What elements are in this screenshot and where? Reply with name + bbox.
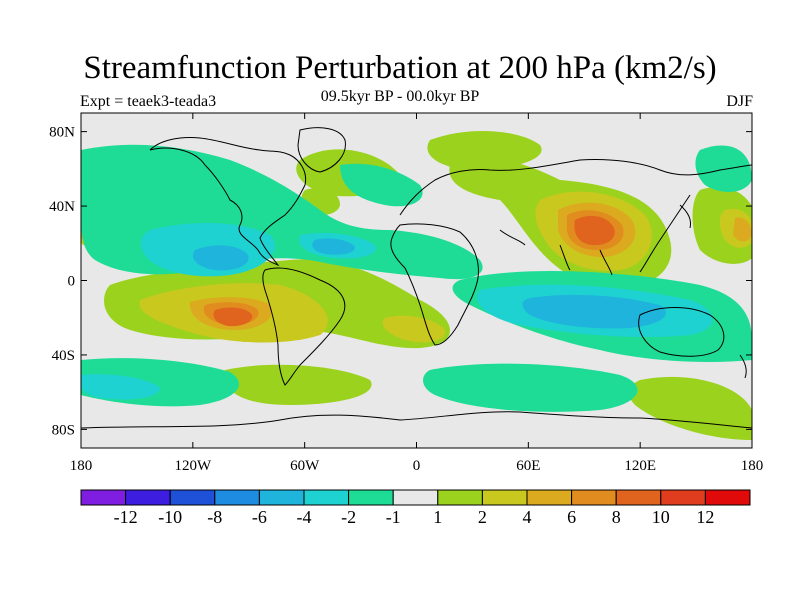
contour-band-negative-indian-blue <box>522 294 666 329</box>
colorbar-label: 4 <box>523 507 532 527</box>
coastline-europe-asia <box>399 159 752 276</box>
contour-band-negative-far-east <box>695 145 752 192</box>
colorbar-swatch <box>481 489 528 506</box>
colorbar-swatch <box>125 489 171 506</box>
colorbar-swatch <box>704 489 751 506</box>
period-label: 09.5kyr BP - 00.0kyr BP <box>320 88 480 105</box>
colorbar-swatch <box>169 489 216 506</box>
colorbar-swatch <box>437 489 483 506</box>
colorbar-label: -6 <box>252 507 267 527</box>
colorbar: -12 -10 -8 -6 -4 -2 -1 1 2 4 6 8 10 12 <box>80 489 751 527</box>
colorbar-label: -12 <box>114 507 138 527</box>
coastline-north-america <box>149 137 307 267</box>
coastline-japan <box>679 204 691 229</box>
coastline-greenland <box>297 127 346 173</box>
colorbar-label: 1 <box>433 507 442 527</box>
contour-band-negative-atlantic-blue <box>312 238 355 255</box>
y-tick-label: 40S <box>52 348 75 364</box>
contour-band-south-asia-red <box>574 215 615 246</box>
coastlines <box>81 127 752 429</box>
coastline-australia <box>638 307 725 357</box>
contour-band-east-pacific-orange <box>733 217 752 242</box>
colorbar-swatch <box>80 489 127 506</box>
x-tick-label: 60E <box>516 458 540 474</box>
colorbar-label: -1 <box>386 507 401 527</box>
contour-band-negative-atlantic <box>340 163 423 207</box>
colorbar-swatch <box>214 489 260 506</box>
colorbar-swatch <box>392 489 439 506</box>
contour-fields <box>81 130 752 440</box>
contour-band-sh-green-south <box>224 364 372 405</box>
y-tick-label: 80S <box>52 422 75 438</box>
colorbar-label: -4 <box>297 507 312 527</box>
y-tick-label: 0 <box>68 274 76 290</box>
contour-band-arctic-green <box>427 130 542 170</box>
coastline-africa <box>390 223 479 346</box>
season-label: DJF <box>726 93 753 110</box>
colorbar-swatch <box>571 489 617 506</box>
coastline-antarctica <box>81 411 752 429</box>
contour-band-negative-sh-cyan <box>81 374 160 400</box>
x-tick-label: 180 <box>741 458 764 474</box>
colorbar-swatch <box>258 489 305 506</box>
colorbar-label: -2 <box>341 507 356 527</box>
colorbar-swatch <box>660 489 706 506</box>
colorbar-swatch <box>303 489 350 506</box>
coastline-south-america <box>262 267 346 386</box>
colorbar-label: 2 <box>478 507 487 527</box>
colorbar-label: -10 <box>158 507 182 527</box>
colorbar-swatch <box>526 489 573 506</box>
contour-band-sw-indian <box>628 376 752 440</box>
x-tick-label: 0 <box>413 458 421 474</box>
contour-band-south-pacific-red <box>213 307 253 327</box>
contour-band-negative-south-ocean-2 <box>423 363 638 412</box>
colorbar-label: 10 <box>652 507 670 527</box>
x-tick-label: 120E <box>624 458 656 474</box>
colorbar-label: 6 <box>567 507 576 527</box>
contour-band-negative-na-blue <box>192 245 249 271</box>
map-title: Streamfunction Perturbation at 200 hPa (… <box>83 50 717 86</box>
x-tick-label: 60W <box>290 458 320 474</box>
colorbar-swatch <box>348 489 394 506</box>
experiment-label: Expt = teaek3-teada3 <box>80 93 217 110</box>
coastline-new-zealand <box>739 354 747 379</box>
y-tick-label: 40N <box>49 199 75 215</box>
x-tick-label: 180 <box>70 458 93 474</box>
y-tick-label: 80N <box>49 125 75 141</box>
colorbar-swatch <box>615 489 662 506</box>
colorbar-label: 8 <box>612 507 621 527</box>
map-axes: 180 120W 60W 0 60E 120E 180 80N 40N 0 40S 80S <box>49 113 763 474</box>
x-tick-label: 120W <box>174 458 212 474</box>
colorbar-label: 12 <box>696 507 714 527</box>
colorbar-label: -8 <box>207 507 222 527</box>
